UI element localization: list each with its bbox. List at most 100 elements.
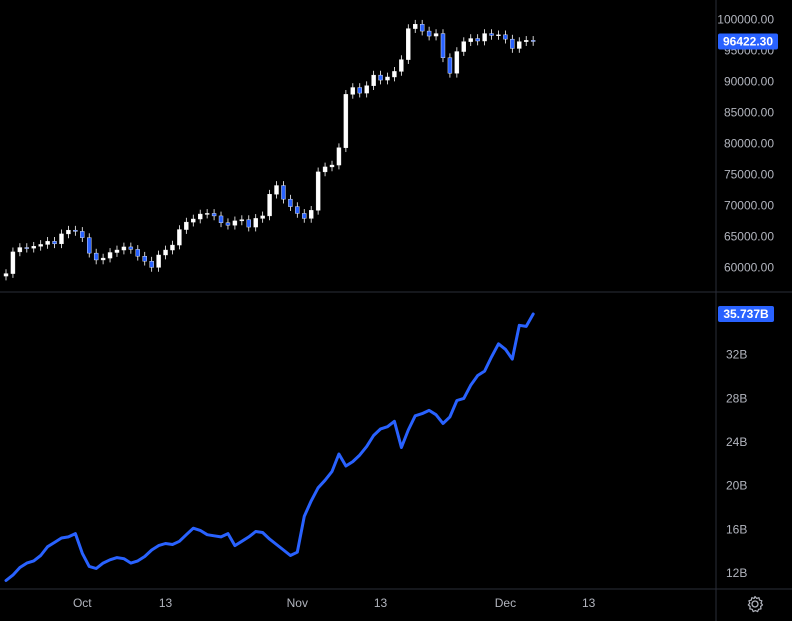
indicator-series-line (4, 312, 535, 582)
price-panel[interactable] (3, 19, 536, 281)
candle-body (211, 213, 217, 217)
time-axis-tick: 13 (159, 596, 173, 610)
candle-body (114, 249, 120, 253)
price-axis-tick: 90000.00 (724, 74, 774, 88)
candle-body (461, 41, 466, 52)
candle-body (128, 246, 134, 250)
candle-body (524, 40, 529, 42)
price-axis-tick: 75000.00 (724, 167, 774, 181)
price-last-value-label: 96422.30 (723, 34, 773, 48)
candle-body (246, 219, 251, 228)
candle-body (100, 257, 106, 261)
price-axis-tick: 100000.00 (717, 12, 774, 26)
candle-body (239, 219, 245, 222)
candle-body (149, 260, 154, 268)
candle-body (454, 51, 460, 74)
candle-body (426, 30, 432, 37)
candle-body (218, 215, 224, 223)
price-candles (3, 19, 536, 281)
indicator-axis-tick: 20B (726, 479, 747, 493)
candle-body (482, 33, 487, 42)
candle-body (156, 254, 161, 268)
candle-body (433, 33, 439, 37)
candle-body (45, 241, 50, 245)
candle-body (73, 229, 78, 232)
candle-body (38, 244, 43, 247)
time-axis[interactable]: Oct 13 Nov 13 Dec 13 (73, 596, 596, 610)
indicator-axis-tick: 28B (726, 391, 747, 405)
candle-body (87, 237, 92, 254)
indicator-axis-tick: 24B (726, 435, 747, 449)
candle-body (267, 194, 272, 217)
candle-body (52, 241, 57, 245)
candle-body (308, 210, 314, 219)
indicator-last-value-badge (718, 305, 774, 322)
gear-icon (747, 595, 764, 613)
candle-body (66, 229, 71, 235)
time-axis-tick: Oct (73, 596, 92, 610)
candle-body (198, 213, 203, 220)
candle-body (59, 233, 64, 245)
candle-body (204, 213, 210, 215)
settings-button[interactable] (745, 594, 765, 614)
candle-body (371, 74, 376, 86)
candle-body (385, 76, 390, 81)
candle-body (413, 24, 418, 29)
indicator-panel[interactable] (4, 312, 535, 582)
price-axis-tick: 70000.00 (724, 198, 774, 212)
candle-body (475, 38, 480, 42)
candle-body (177, 229, 182, 246)
candle-body (274, 185, 279, 195)
candle-body (419, 24, 425, 32)
candle-body (163, 249, 168, 256)
candle-body (260, 215, 265, 219)
candle-body (357, 87, 362, 94)
indicator-line-group (4, 312, 535, 582)
candle-body (530, 40, 536, 42)
time-axis-tick: Nov (287, 596, 308, 610)
candle-body (447, 57, 453, 74)
price-axis-tick: 60000.00 (724, 260, 774, 274)
candle-body (468, 38, 473, 42)
candle-body (3, 273, 9, 277)
candle-body (107, 252, 113, 259)
candle-body (392, 71, 397, 78)
indicator-last-value-label: 35.737B (723, 307, 769, 321)
candle-body (142, 256, 147, 262)
candle-body (24, 247, 30, 249)
candle-body (336, 147, 342, 166)
indicator-axis-tick: 16B (726, 522, 747, 536)
price-axis-tick: 85000.00 (724, 105, 774, 119)
time-axis-tick: Dec (495, 596, 516, 610)
indicator-axis[interactable]: 32B 28B 24B 20B 16B 12B 35.737B (718, 305, 774, 580)
price-axis[interactable]: 100000.0095000.0090000.0085000.0080000.0… (717, 12, 778, 274)
candle-body (135, 249, 140, 257)
candle-body (170, 244, 175, 251)
candle-body (191, 218, 196, 223)
candle-body (510, 38, 515, 49)
candle-body (503, 34, 508, 40)
candle-body (302, 213, 307, 219)
candle-body (93, 252, 99, 261)
candle-body (440, 33, 446, 58)
candle-body (232, 220, 238, 226)
candle-body (364, 85, 369, 94)
indicator-axis-tick: 12B (726, 566, 747, 580)
candle-body (10, 251, 16, 274)
candle-body (295, 206, 300, 214)
time-axis-tick: 13 (582, 596, 596, 610)
price-axis-tick: 65000.00 (724, 229, 774, 243)
candle-body (343, 94, 349, 148)
candle-body (517, 41, 522, 49)
price-last-value-badge (718, 33, 778, 50)
candle-body (253, 218, 258, 228)
candle-body (288, 198, 293, 207)
indicator-axis-tick: 32B (726, 348, 747, 362)
candle-body (121, 246, 127, 251)
candle-body (489, 33, 494, 36)
candle-body (399, 59, 404, 72)
candle-body (322, 166, 328, 173)
candle-body (17, 247, 23, 253)
price-axis-tick: 80000.00 (724, 136, 774, 150)
